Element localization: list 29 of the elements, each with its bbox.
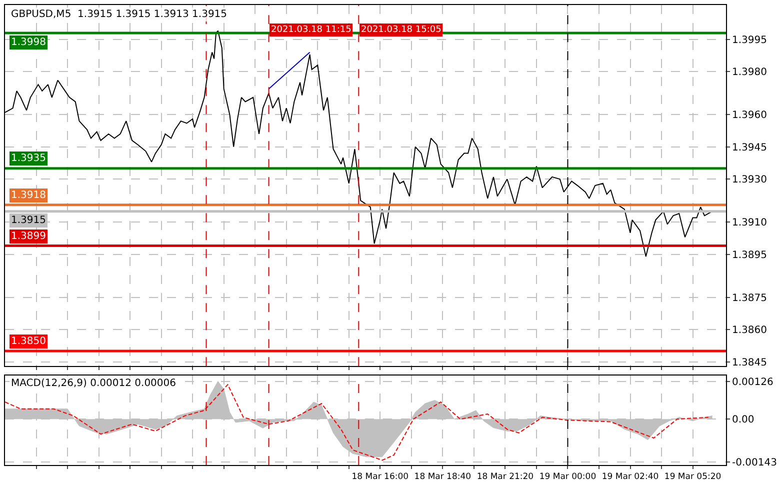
x-tick-label: 19 Mar 05:20 (664, 472, 722, 482)
x-tick-label: 18 Mar 21:20 (476, 472, 534, 482)
ref-line-label: 1.3899 (11, 231, 46, 242)
y-tick-label: -0.00143 (732, 458, 777, 468)
y-tick-label: 1.3910 (732, 218, 767, 229)
y-tick-label: 1.3860 (732, 325, 767, 336)
ref-line-label: 1.3850 (11, 336, 46, 347)
ref-line-label: 2021.03.18 15:05 (361, 25, 442, 35)
y-tick-label: 1.3875 (732, 292, 767, 304)
ref-line-label: 2021.03.18 11:15 (271, 25, 352, 35)
y-tick-label: 1.3995 (732, 34, 767, 46)
y-tick-label: 1.3895 (732, 250, 767, 261)
y-tick-label: 0.00 (732, 414, 754, 426)
ref-line-label: 1.3935 (11, 153, 46, 164)
y-tick-label: 1.3945 (732, 142, 767, 154)
y-tick-label: 1.3930 (732, 174, 767, 186)
y-tick-label: 0.00126 (732, 376, 774, 388)
y-tick-label: 1.3845 (732, 357, 767, 368)
chart-title: GBPUSD,M5 1.3915 1.3915 1.3913 1.3915 (11, 9, 228, 20)
x-tick-label: 19 Mar 00:00 (539, 472, 596, 482)
y-tick-label: 1.3960 (732, 110, 767, 122)
x-tick-label: 19 Mar 02:40 (602, 472, 659, 482)
x-tick-label: 18 Mar 18:40 (414, 472, 472, 482)
x-tick-label: 18 Mar 16:00 (352, 472, 409, 482)
chart-title: MACD(12,26,9) 0.00012 0.00006 (11, 378, 176, 389)
ref-line-label: 1.3918 (11, 190, 46, 201)
ref-line-label: 1.3998 (11, 37, 46, 48)
ref-line-label: 1.3915 (11, 215, 46, 226)
y-tick-label: 1.3980 (732, 67, 767, 78)
